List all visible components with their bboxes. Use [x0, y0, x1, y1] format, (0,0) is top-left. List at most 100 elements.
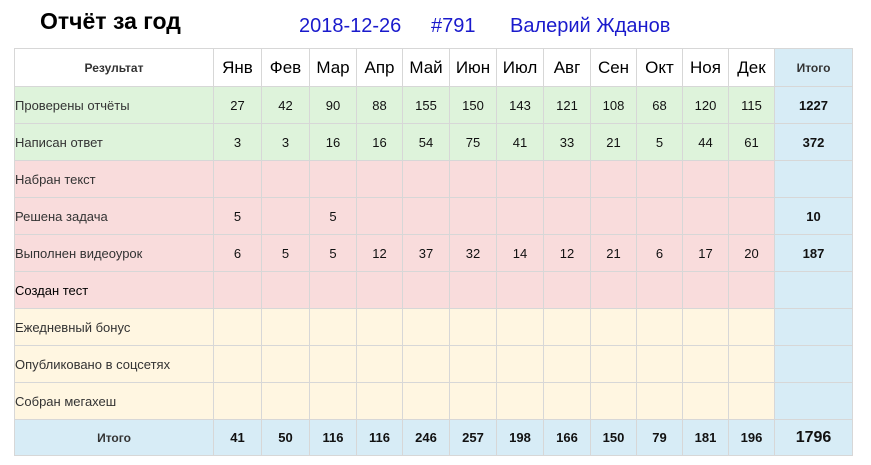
- month-header: Июн: [449, 48, 497, 87]
- table-cell: [543, 308, 591, 346]
- month-header: Янв: [213, 48, 262, 87]
- table-cell: 21: [590, 123, 637, 161]
- row-total: [774, 382, 853, 420]
- table-cell: 37: [402, 234, 450, 272]
- table-cell: 42: [261, 86, 310, 124]
- table-cell: [590, 345, 637, 383]
- row-total: [774, 271, 853, 309]
- table-cell: 115: [728, 86, 775, 124]
- row-label: Решена задача: [14, 197, 214, 235]
- table-cell: 6: [636, 234, 683, 272]
- grand-total: 1796: [774, 419, 853, 456]
- month-total: 198: [496, 419, 544, 456]
- row-label: Опубликовано в соцсетях: [14, 345, 214, 383]
- table-cell: [402, 308, 450, 346]
- table-cell: [402, 271, 450, 309]
- month-header: Окт: [636, 48, 683, 87]
- table-row: Собран мегахеш: [14, 382, 853, 420]
- row-total: [774, 308, 853, 346]
- table-cell: [261, 160, 310, 198]
- table-cell: [213, 271, 262, 309]
- table-row: Ежедневный бонус: [14, 308, 853, 346]
- table-cell: 108: [590, 86, 637, 124]
- table-cell: [213, 308, 262, 346]
- row-total: 1227: [774, 86, 853, 124]
- table-row: Создан тест: [14, 271, 853, 309]
- table-cell: [636, 382, 683, 420]
- table-cell: [261, 308, 310, 346]
- month-header: Фев: [261, 48, 310, 87]
- table-cell: [213, 382, 262, 420]
- table-cell: 16: [309, 123, 357, 161]
- table-cell: 5: [261, 234, 310, 272]
- report-date: 2018-12-26: [299, 15, 402, 37]
- table-row: Проверены отчёты 27 42 90 88 155 150 143 121 108 6…: [14, 86, 853, 124]
- table-cell: 21: [590, 234, 637, 272]
- row-label: Проверены отчёты: [14, 86, 214, 124]
- table-cell: 5: [213, 197, 262, 235]
- table-cell: 68: [636, 86, 683, 124]
- totals-row: Итого 41 50 116 116 246 257 198 166 150 79 181 196 17…: [14, 419, 853, 456]
- row-label: Собран мегахеш: [14, 382, 214, 420]
- table-cell: [728, 345, 775, 383]
- user-name: Валерий Жданов: [510, 15, 671, 37]
- table-cell: 120: [682, 86, 729, 124]
- table-row: Выполнен видеоурок 6 5 5 12 37 32 14 12 21 6 17 20 18…: [14, 234, 853, 272]
- table-cell: 5: [636, 123, 683, 161]
- corner-header: Результат: [14, 48, 214, 87]
- table-cell: 12: [543, 234, 591, 272]
- table-cell: [402, 160, 450, 198]
- row-total: 187: [774, 234, 853, 272]
- month-total: 196: [728, 419, 775, 456]
- table-cell: [309, 308, 357, 346]
- table-cell: [682, 345, 729, 383]
- table-cell: [682, 308, 729, 346]
- table-cell: [356, 345, 403, 383]
- table-cell: [213, 345, 262, 383]
- table-cell: 5: [309, 197, 357, 235]
- table-cell: 150: [449, 86, 497, 124]
- month-total: 116: [356, 419, 403, 456]
- month-header: Ноя: [682, 48, 729, 87]
- row-total: 372: [774, 123, 853, 161]
- month-header: Сен: [590, 48, 637, 87]
- row-label: Выполнен видеоурок: [14, 234, 214, 272]
- table-cell: [449, 160, 497, 198]
- table-cell: [636, 197, 683, 235]
- table-cell: [728, 382, 775, 420]
- table-cell: [496, 345, 544, 383]
- table-cell: [728, 160, 775, 198]
- table-cell: [590, 160, 637, 198]
- month-header: Авг: [543, 48, 591, 87]
- table-cell: [543, 345, 591, 383]
- table-cell: [402, 197, 450, 235]
- page-title: Отчёт за год: [40, 8, 181, 34]
- total-header: Итого: [774, 48, 853, 87]
- month-header: Мар: [309, 48, 357, 87]
- totals-label: Итого: [14, 419, 214, 456]
- table-cell: [449, 345, 497, 383]
- table-cell: 32: [449, 234, 497, 272]
- month-total: 50: [261, 419, 310, 456]
- table-cell: [309, 271, 357, 309]
- table-cell: 20: [728, 234, 775, 272]
- month-header: Дек: [728, 48, 775, 87]
- month-total: 150: [590, 419, 637, 456]
- month-total: 41: [213, 419, 262, 456]
- table-cell: [636, 308, 683, 346]
- month-total: 166: [543, 419, 591, 456]
- row-total: 10: [774, 197, 853, 235]
- table-cell: [636, 271, 683, 309]
- table-cell: [496, 382, 544, 420]
- table-cell: [728, 308, 775, 346]
- table-cell: [728, 197, 775, 235]
- table-cell: 143: [496, 86, 544, 124]
- table-cell: [402, 382, 450, 420]
- table-cell: [356, 160, 403, 198]
- table-cell: 121: [543, 86, 591, 124]
- month-header: Май: [402, 48, 450, 87]
- table-cell: 3: [261, 123, 310, 161]
- table-cell: 17: [682, 234, 729, 272]
- table-cell: 14: [496, 234, 544, 272]
- table-cell: [449, 197, 497, 235]
